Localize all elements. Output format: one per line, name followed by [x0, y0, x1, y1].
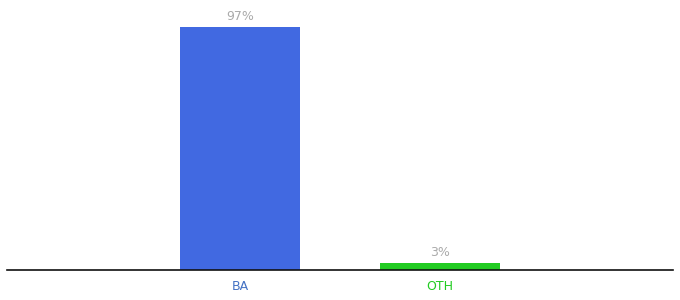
Bar [180, 27, 300, 270]
Text: 3%: 3% [430, 246, 450, 259]
Bar [380, 263, 500, 270]
Text: 97%: 97% [226, 10, 254, 23]
